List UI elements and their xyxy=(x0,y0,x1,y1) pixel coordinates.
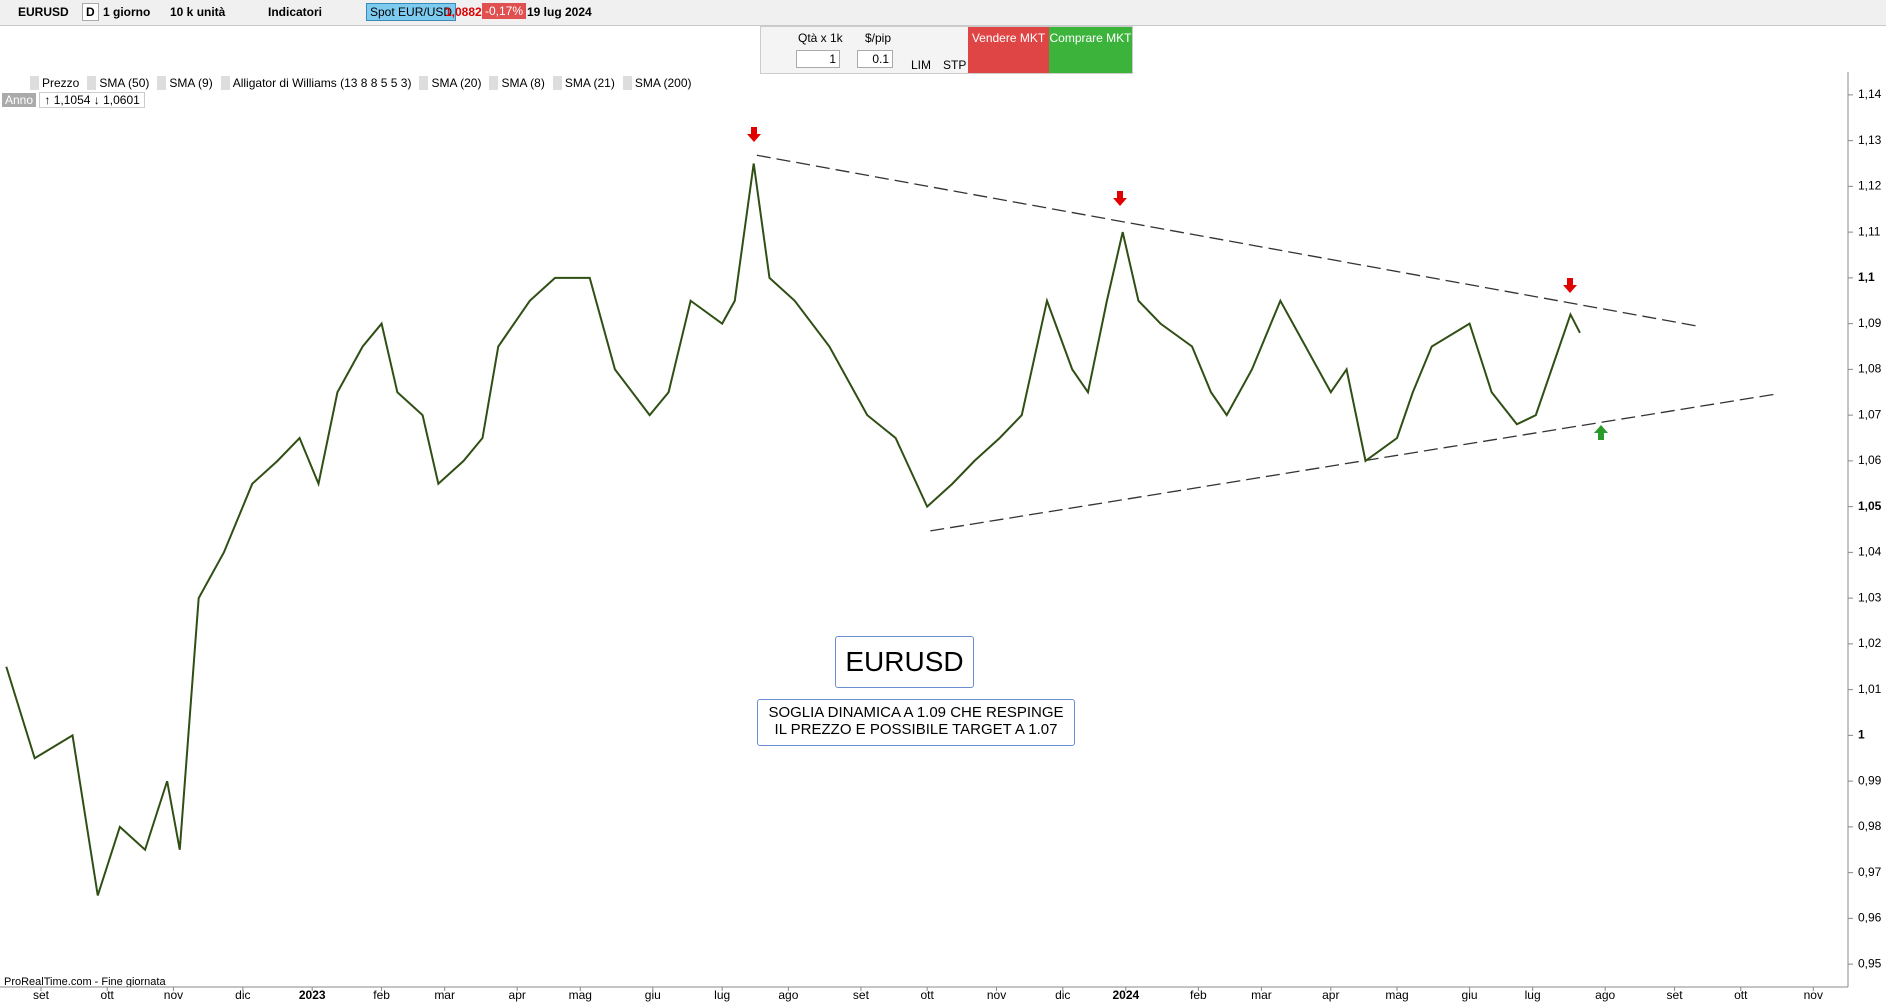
x-tick-label: ott xyxy=(1734,988,1748,1002)
y-tick-label: 1,09 xyxy=(1858,316,1882,330)
x-tick-label: lug xyxy=(714,988,730,1002)
x-tick-label: feb xyxy=(1190,988,1207,1002)
y-tick-label: 1,12 xyxy=(1858,179,1882,193)
x-tick-label: nov xyxy=(1804,988,1823,1002)
buy-label: Comprare MKT xyxy=(1049,31,1132,45)
pip-input[interactable]: 0.1 xyxy=(857,50,893,68)
range-label: Anno xyxy=(2,93,37,107)
change: -0,17% xyxy=(482,3,527,19)
x-tick-label: dic xyxy=(235,988,250,1002)
x-tick-label: mag xyxy=(569,988,592,1002)
y-tick-label: 0,98 xyxy=(1858,819,1882,833)
indicator-toggle[interactable]: SMA (8) xyxy=(489,76,545,90)
y-tick-label: 1,04 xyxy=(1858,545,1882,559)
period-flag[interactable]: D xyxy=(82,3,99,21)
indicator-toggle[interactable]: Alligator di Williams (13 8 8 5 5 3) xyxy=(220,76,412,90)
stp-button[interactable]: STP xyxy=(943,58,967,72)
sell-label: Vendere MKT xyxy=(971,31,1046,45)
x-tick-label: ott xyxy=(101,988,115,1002)
down-arrow xyxy=(747,127,761,142)
y-tick-label: 1 xyxy=(1858,728,1865,742)
x-tick-label: 2024 xyxy=(1112,988,1139,1002)
x-tick-label: ago xyxy=(778,988,798,1002)
indicators-button[interactable]: Indicatori xyxy=(268,5,323,19)
size[interactable]: 10 k unità xyxy=(170,5,226,19)
x-tick-label: set xyxy=(33,988,50,1002)
indicator-row: Prezzo SMA (50) SMA (9) Alligator di Willia… xyxy=(30,76,700,90)
x-tick-label: mar xyxy=(1251,988,1272,1002)
pip-label: $/pip xyxy=(865,31,892,45)
indicator-toggle[interactable]: Prezzo xyxy=(30,76,80,90)
indicator-toggle[interactable]: SMA (9) xyxy=(157,76,213,90)
lim-button[interactable]: LIM xyxy=(911,58,932,72)
y-tick-label: 0,96 xyxy=(1858,911,1882,925)
y-tick-label: 1,1 xyxy=(1858,270,1875,284)
x-tick-label: lug xyxy=(1525,988,1541,1002)
x-tick-label: giu xyxy=(645,988,661,1002)
x-tick-label: nov xyxy=(987,988,1006,1002)
down-arrow xyxy=(1563,278,1577,293)
x-tick-label: apr xyxy=(509,988,526,1002)
x-tick-label: mar xyxy=(434,988,455,1002)
x-tick-label: mag xyxy=(1385,988,1408,1002)
y-tick-label: 0,95 xyxy=(1858,956,1882,970)
annotation-title: EURUSD xyxy=(835,636,974,688)
y-tick-label: 1,08 xyxy=(1858,362,1882,376)
y-tick-label: 0,97 xyxy=(1858,865,1882,879)
x-tick-label: feb xyxy=(373,988,390,1002)
symbol[interactable]: EURUSD xyxy=(18,5,69,19)
price: 1,0882 xyxy=(445,5,482,19)
annotation-line: SOGLIA DINAMICA A 1.09 CHE RESPINGE xyxy=(768,704,1064,721)
y-tick-label: 1,14 xyxy=(1858,87,1882,101)
sell-button[interactable]: Vendere MKT xyxy=(968,27,1049,73)
y-tick-label: 1,02 xyxy=(1858,636,1882,650)
indicator-toggle[interactable]: SMA (21) xyxy=(552,76,615,90)
x-tick-label: nov xyxy=(164,988,183,1002)
indicator-toggle[interactable]: SMA (50) xyxy=(87,76,150,90)
qty-label: Qtà x 1k xyxy=(798,31,843,45)
y-tick-label: 1,03 xyxy=(1858,590,1882,604)
instrument[interactable]: Spot EUR/USD xyxy=(366,3,457,21)
y-tick-label: 1,05 xyxy=(1858,499,1882,513)
x-tick-label: set xyxy=(1667,988,1684,1002)
y-tick-label: 1,06 xyxy=(1858,453,1882,467)
date: 19 lug 2024 xyxy=(527,5,592,19)
x-tick-label: ago xyxy=(1595,988,1615,1002)
buy-button[interactable]: Comprare MKT xyxy=(1049,27,1132,73)
annotation-text: SOGLIA DINAMICA A 1.09 CHE RESPINGE IL PR… xyxy=(757,699,1075,746)
indicator-toggle[interactable]: SMA (200) xyxy=(622,76,692,90)
trade-panel: Qtà x 1k $/pip 1 0.1 LIM STP Vendere MKT… xyxy=(760,26,1133,74)
toolbar: EURUSD D 1 giorno 10 k unità Indicatori … xyxy=(0,0,1886,26)
annotation-line: IL PREZZO E POSSIBILE TARGET A 1.07 xyxy=(774,721,1058,738)
range-low: 1,0601 xyxy=(103,93,140,107)
trendline xyxy=(930,392,1779,532)
indicator-toggle[interactable]: SMA (20) xyxy=(419,76,482,90)
y-tick-label: 1,07 xyxy=(1858,407,1882,421)
x-tick-label: dic xyxy=(1055,988,1070,1002)
timeframe[interactable]: 1 giorno xyxy=(103,5,151,19)
qty-input[interactable]: 1 xyxy=(796,50,840,68)
x-tick-label: giu xyxy=(1462,988,1478,1002)
range-row: Anno ↑ 1,1054 ↓ 1,0601 xyxy=(2,92,145,108)
y-tick-label: 0,99 xyxy=(1858,773,1882,787)
down-arrow xyxy=(1113,191,1127,206)
trendline xyxy=(756,154,1697,327)
y-tick-label: 1,01 xyxy=(1858,682,1882,696)
x-tick-label: 2023 xyxy=(299,988,326,1002)
price-line xyxy=(5,163,1581,896)
up-arrow xyxy=(1594,425,1608,440)
y-tick-label: 1,13 xyxy=(1858,133,1882,147)
y-tick-label: 1,11 xyxy=(1858,224,1881,238)
footer: ProRealTime.com - Fine giornata xyxy=(4,976,166,988)
range-high: 1,1054 xyxy=(53,93,91,107)
x-tick-label: set xyxy=(853,988,870,1002)
x-tick-label: apr xyxy=(1322,988,1339,1002)
x-tick-label: ott xyxy=(920,988,934,1002)
resistance-arrows xyxy=(747,127,1577,293)
